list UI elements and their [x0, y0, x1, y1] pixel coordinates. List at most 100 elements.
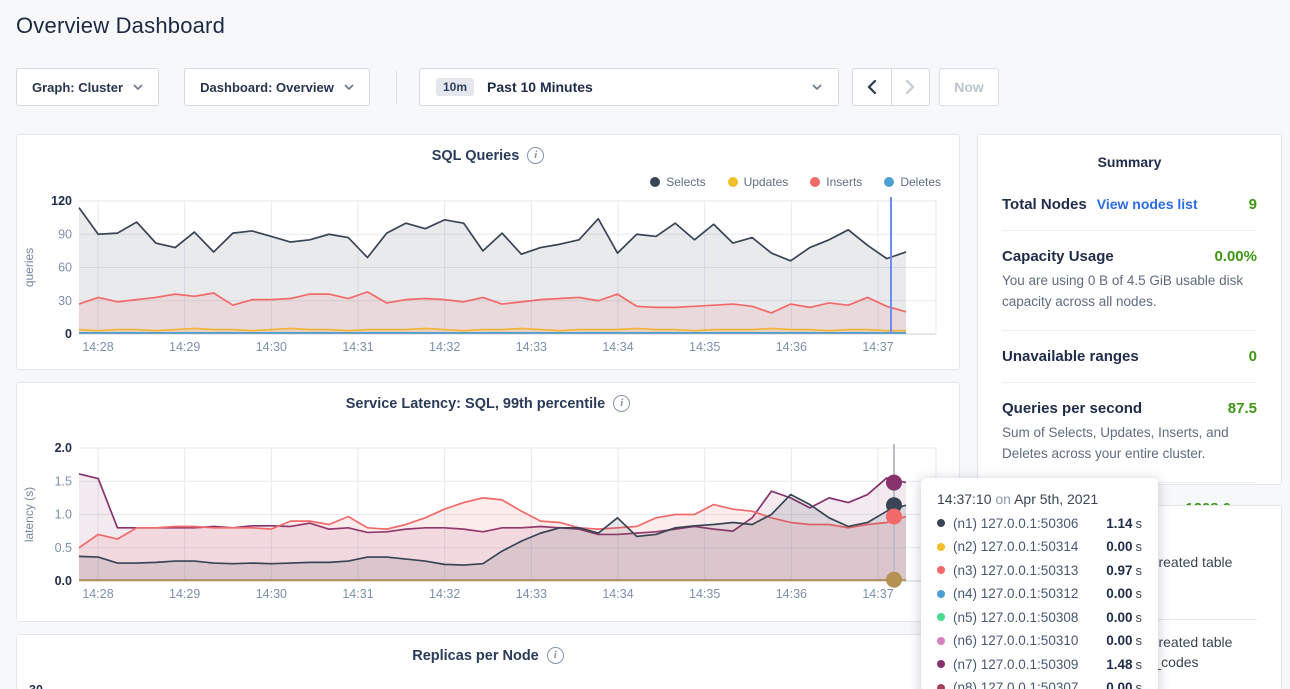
- latency-panel: Service Latency: SQL, 99th percentile i …: [16, 382, 960, 622]
- tooltip-node-label: (n2) 127.0.0.1:50314: [953, 539, 1106, 554]
- tooltip-node-label: (n8) 127.0.0.1:50307: [953, 680, 1106, 689]
- tooltip-node-value: 0.00: [1106, 539, 1132, 554]
- svg-text:14:33: 14:33: [516, 587, 547, 601]
- tooltip-node-label: (n6) 127.0.0.1:50310: [953, 633, 1106, 648]
- svg-text:14:31: 14:31: [342, 340, 373, 354]
- tooltip-node-value: 1.14: [1106, 516, 1132, 531]
- tooltip-row: (n8) 127.0.0.1:50307 0.00 s: [937, 680, 1142, 689]
- svg-text:14:35: 14:35: [689, 340, 720, 354]
- time-range-arrows: [852, 68, 930, 106]
- svg-text:14:33: 14:33: [516, 340, 547, 354]
- svg-text:2.0: 2.0: [55, 441, 72, 455]
- tooltip-node-value: 0.97: [1106, 563, 1132, 578]
- unavailable-ranges-label: Unavailable ranges: [1002, 348, 1139, 365]
- chevron-left-icon: [867, 80, 876, 94]
- now-button-label: Now: [954, 79, 984, 95]
- replicas-title: Replicas per Node: [412, 648, 539, 664]
- svg-text:14:29: 14:29: [169, 587, 200, 601]
- tooltip-row: (n1) 127.0.0.1:50306 1.14 s: [937, 516, 1142, 531]
- svg-text:14:30: 14:30: [256, 587, 287, 601]
- tooltip-node-unit: s: [1136, 563, 1143, 578]
- tooltip-node-label: (n4) 127.0.0.1:50312: [953, 586, 1106, 601]
- tooltip-row: (n2) 127.0.0.1:50314 0.00 s: [937, 539, 1142, 554]
- svg-text:14:32: 14:32: [429, 587, 460, 601]
- time-range-label: Past 10 Minutes: [487, 79, 593, 95]
- svg-text:1.0: 1.0: [55, 508, 72, 522]
- series-dot-icon: [937, 590, 945, 598]
- capacity-usage-desc: You are using 0 B of 4.5 GiB usable disk…: [1002, 271, 1257, 313]
- capacity-usage-value: 0.00%: [1214, 248, 1257, 265]
- tooltip-node-label: (n3) 127.0.0.1:50313: [953, 563, 1106, 578]
- chevron-down-icon: [344, 84, 354, 90]
- toolbar-divider: [396, 70, 397, 104]
- total-nodes-value: 9: [1249, 196, 1257, 213]
- tooltip-row: (n4) 127.0.0.1:50312 0.00 s: [937, 586, 1142, 601]
- tooltip-node-value: 0.00: [1106, 610, 1132, 625]
- svg-text:30: 30: [58, 294, 72, 308]
- summary-panel: Summary Total Nodes View nodes list 9 Ca…: [977, 134, 1282, 485]
- now-button[interactable]: Now: [939, 68, 999, 106]
- sql-queries-panel: SQL Queries i SelectsUpdatesInsertsDelet…: [16, 134, 960, 370]
- chart-tooltip: 14:37:10 on Apr 5th, 2021 (n1) 127.0.0.1…: [921, 478, 1158, 689]
- summary-title: Summary: [1002, 154, 1257, 170]
- series-dot-icon: [937, 519, 945, 527]
- svg-text:14:34: 14:34: [602, 340, 633, 354]
- time-prev-button[interactable]: [853, 69, 892, 105]
- info-icon[interactable]: i: [547, 647, 564, 664]
- series-dot-icon: [937, 637, 945, 645]
- replicas-panel: Replicas per Node i 30: [16, 634, 960, 689]
- view-nodes-list-link[interactable]: View nodes list: [1097, 196, 1198, 212]
- svg-text:120: 120: [51, 194, 72, 208]
- tooltip-row: (n7) 127.0.0.1:50309 1.48 s: [937, 657, 1142, 672]
- dashboard-dropdown-label: Dashboard: Overview: [200, 80, 334, 95]
- chevron-down-icon: [133, 84, 143, 90]
- svg-text:14:31: 14:31: [342, 587, 373, 601]
- series-dot-icon: [937, 684, 945, 689]
- tooltip-node-value: 0.00: [1106, 633, 1132, 648]
- graph-dropdown[interactable]: Graph: Cluster: [16, 68, 159, 106]
- time-range-picker[interactable]: 10m Past 10 Minutes: [419, 68, 839, 106]
- tooltip-node-label: (n7) 127.0.0.1:50309: [953, 657, 1106, 672]
- page-title: Overview Dashboard: [16, 13, 225, 39]
- tooltip-node-unit: s: [1136, 633, 1143, 648]
- series-dot-icon: [937, 613, 945, 621]
- svg-text:0.0: 0.0: [55, 574, 72, 588]
- series-dot-icon: [937, 543, 945, 551]
- svg-text:14:37: 14:37: [862, 340, 893, 354]
- svg-text:90: 90: [58, 227, 72, 241]
- tooltip-node-value: 1.48: [1106, 657, 1132, 672]
- svg-text:0.5: 0.5: [55, 541, 72, 555]
- tooltip-node-label: (n1) 127.0.0.1:50306: [953, 516, 1106, 531]
- svg-text:latency (s): latency (s): [22, 487, 36, 542]
- time-next-button[interactable]: [892, 69, 930, 105]
- total-nodes-label: Total Nodes: [1002, 196, 1087, 213]
- qps-value: 87.5: [1228, 400, 1257, 417]
- graph-dropdown-label: Graph: Cluster: [32, 80, 123, 95]
- tooltip-node-unit: s: [1136, 657, 1143, 672]
- chevron-down-icon: [812, 84, 822, 90]
- tooltip-row: (n3) 127.0.0.1:50313 0.97 s: [937, 563, 1142, 578]
- series-dot-icon: [937, 660, 945, 668]
- svg-text:14:28: 14:28: [82, 340, 113, 354]
- tooltip-connector: on: [995, 491, 1011, 507]
- svg-text:1.5: 1.5: [55, 474, 72, 488]
- svg-text:14:36: 14:36: [776, 587, 807, 601]
- tooltip-timestamp: 14:37:10 on Apr 5th, 2021: [937, 491, 1142, 507]
- svg-text:queries: queries: [22, 248, 36, 287]
- series-dot-icon: [937, 566, 945, 574]
- tooltip-node-value: 0.00: [1106, 586, 1132, 601]
- tooltip-node-unit: s: [1136, 516, 1143, 531]
- svg-text:14:30: 14:30: [256, 340, 287, 354]
- svg-text:60: 60: [58, 261, 72, 275]
- tooltip-node-unit: s: [1136, 586, 1143, 601]
- dashboard-dropdown[interactable]: Dashboard: Overview: [184, 68, 370, 106]
- replicas-ytick-partial: 30: [29, 683, 43, 689]
- tooltip-node-value: 0.00: [1106, 680, 1132, 689]
- svg-text:14:34: 14:34: [602, 587, 633, 601]
- capacity-usage-label: Capacity Usage: [1002, 248, 1114, 265]
- unavailable-ranges-value: 0: [1249, 348, 1257, 365]
- tooltip-node-unit: s: [1136, 610, 1143, 625]
- svg-text:14:37: 14:37: [862, 587, 893, 601]
- tooltip-rows: (n1) 127.0.0.1:50306 1.14 s (n2) 127.0.0…: [937, 516, 1142, 689]
- svg-text:14:35: 14:35: [689, 587, 720, 601]
